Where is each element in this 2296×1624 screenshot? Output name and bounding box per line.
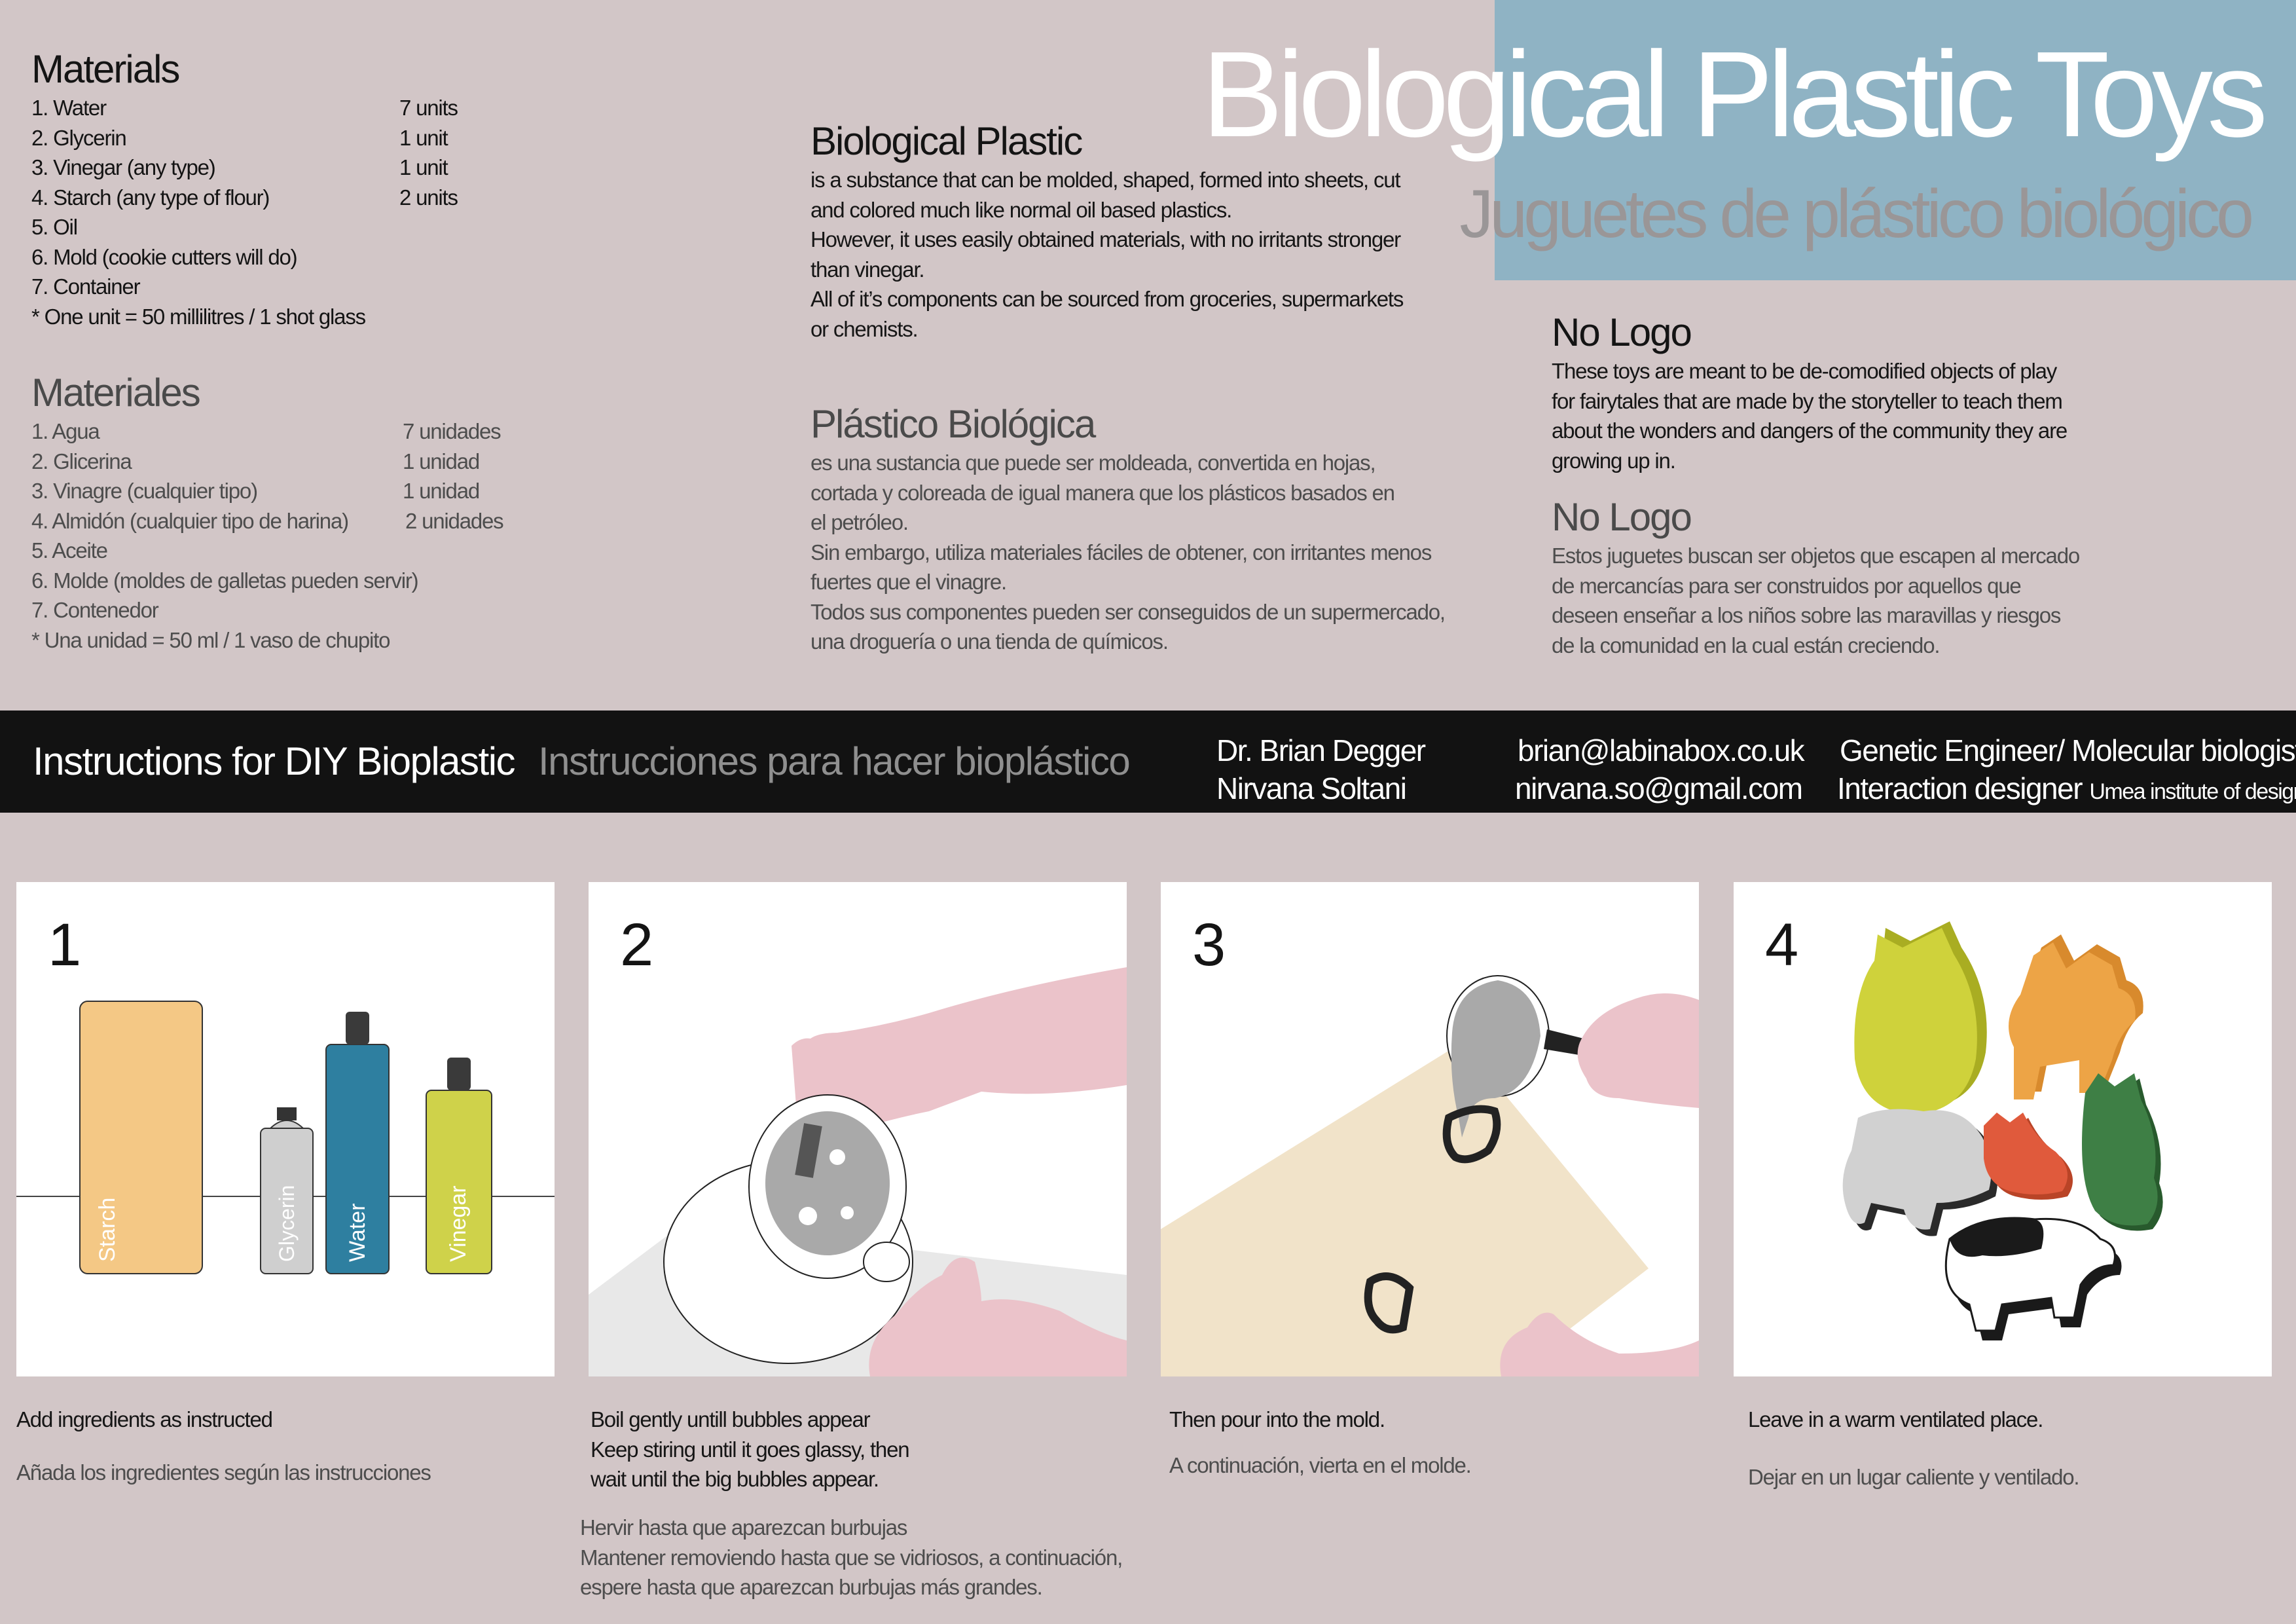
nologo-en-text: These toys are meant to be de-comodified…: [1552, 359, 2068, 473]
step-1-panel: 1 Starch Glycerin Water Vinegar: [16, 882, 555, 1376]
glycerin-cap: [277, 1107, 297, 1120]
step-1-caption-en: Add ingredients as instructed: [16, 1407, 273, 1431]
nologo-es-section: No Logo Estos juguetes buscan ser objeto…: [1552, 495, 2080, 660]
list-item: 5. Oil: [31, 215, 78, 239]
list-item: 2. Glicerina 1 unidad: [31, 449, 480, 473]
step-4-panel: 4: [1734, 882, 2272, 1376]
pouring-illustration: [1161, 975, 1699, 1376]
water-label: Water: [345, 1204, 370, 1262]
author-role-2: Interaction designer Umea institute of d…: [1837, 773, 2296, 803]
step-number: 3: [1192, 912, 1226, 978]
bioplastic-en-heading: Biological Plastic: [811, 119, 1083, 163]
step-2-caption-en: Boil gently untill bubbles appear Keep s…: [591, 1407, 910, 1491]
list-item: 6. Molde (moldes de galletas pueden serv…: [31, 568, 419, 593]
list-item: * One unit = 50 millilitres / 1 shot gla…: [31, 304, 366, 329]
bioplastic-en-section: Biological Plastic is a substance that c…: [811, 119, 1404, 344]
banner-title-en: Instructions for DIY Bioplastic: [33, 739, 516, 783]
materials-es-list: 1. Agua 7 unidades 2. Glicerina 1 unidad 3…: [31, 416, 504, 655]
cat-toy: [2082, 1073, 2158, 1226]
author-name-1: Dr. Brian Degger: [1216, 733, 1426, 767]
water-cap: [346, 1012, 369, 1044]
sub-title: Juguetes de plástico biológico: [1459, 176, 2254, 252]
step-3-caption-es: A continuación, vierta en el molde.: [1169, 1453, 1472, 1477]
instructions-banner: Instructions for DIY Bioplastic Instrucc…: [0, 710, 2296, 813]
author-email-2: nirvana.so@gmail.com: [1515, 771, 1803, 805]
list-item: 3. Vinagre (cualquier tipo) 1 unidad: [31, 479, 480, 503]
glycerin-label: Glycerin: [275, 1185, 299, 1262]
step-3-panel: 3: [1161, 882, 1699, 1376]
hedgehog-toy: [1842, 1109, 1992, 1230]
list-item: 7. Contenedor: [31, 598, 159, 622]
list-item: 6. Mold (cookie cutters will do): [31, 244, 298, 269]
list-item: 7. Container: [31, 274, 141, 299]
step-2-panel: 2: [589, 882, 1127, 1376]
vinegar-label: Vinegar: [446, 1185, 471, 1262]
main-title: Biological Plastic Toys: [1201, 27, 2268, 162]
step-number: 2: [620, 912, 653, 978]
title-box: Biological Plastic Toys Juguetes de plás…: [1202, 0, 2296, 280]
materials-es-section: Materiales 1. Agua 7 unidades 2. Glicerin…: [31, 371, 504, 655]
list-item: 1. Agua 7 unidades: [31, 419, 501, 443]
moose-toy: [2009, 942, 2136, 1099]
list-item: 5. Aceite: [31, 538, 108, 563]
nologo-es-text: Estos juguetes buscan ser objetos que es…: [1552, 544, 2080, 657]
institute-name: Umea institute of design: [2089, 779, 2296, 804]
rooster-toy: [1984, 1113, 2068, 1194]
nologo-es-heading: No Logo: [1552, 495, 1692, 539]
step-1-caption-es: Añada los ingredientes según las instruc…: [16, 1460, 431, 1485]
step-4-caption-es: Dejar en un lugar caliente y ventilado.: [1748, 1465, 2080, 1489]
nologo-en-heading: No Logo: [1552, 310, 1692, 354]
owl-toy: [1854, 928, 1977, 1115]
step-2-caption-es: Hervir hasta que aparezcan burbujas Mant…: [580, 1515, 1123, 1599]
step-number: 4: [1765, 912, 1798, 978]
bioplastic-es-text: es una sustancia que puede ser moldeada,…: [811, 451, 1446, 654]
list-item: 3. Vinegar (any type) 1 unit: [31, 155, 448, 179]
nologo-en-section: No Logo These toys are meant to be de-co…: [1552, 310, 2068, 475]
step-number: 1: [48, 912, 81, 978]
starch-bottle: [79, 1001, 203, 1274]
ingredients-illustration: Starch Glycerin Water Vinegar: [16, 1001, 555, 1274]
materials-en-list: 1. Water 7 units 2. Glycerin 1 unit 3. Vin…: [31, 93, 458, 331]
list-item: * Una unidad = 50 ml / 1 vaso de chupito: [31, 627, 391, 652]
list-item: 4. Almidón (cualquier tipo de harina) 2 u…: [31, 508, 504, 533]
step-4-caption-en: Leave in a warm ventilated place.: [1748, 1407, 2043, 1431]
bioplastic-es-section: Plástico Biológica es una sustancia que …: [811, 402, 1446, 657]
starch-label: Starch: [95, 1198, 120, 1262]
bioplastic-es-heading: Plástico Biológica: [811, 402, 1096, 446]
materials-en-section: Materials 1. Water 7 units 2. Glycerin 1 u…: [31, 47, 458, 331]
list-item: 4. Starch (any type of flour) 2 units: [31, 185, 458, 210]
author-name-2: Nirvana Soltani: [1216, 771, 1407, 805]
bioplastic-en-text: is a substance that can be molded, shape…: [811, 168, 1404, 341]
list-item: 2. Glycerin 1 unit: [31, 125, 448, 150]
banner-title-es: Instrucciones para hacer bioplástico: [538, 739, 1131, 783]
materials-en-heading: Materials: [31, 47, 180, 91]
list-item: 1. Water 7 units: [31, 96, 458, 120]
materials-es-heading: Materiales: [31, 371, 201, 415]
step-3-caption-en: Then pour into the mold.: [1169, 1407, 1385, 1431]
vinegar-cap: [447, 1058, 471, 1090]
boiling-illustration: [589, 967, 1127, 1376]
toys-illustration: [1842, 921, 2163, 1340]
author-email-1: brian@labinabox.co.uk: [1518, 733, 1805, 767]
author-role-1: Genetic Engineer/ Molecular biologist: [1840, 733, 2296, 767]
